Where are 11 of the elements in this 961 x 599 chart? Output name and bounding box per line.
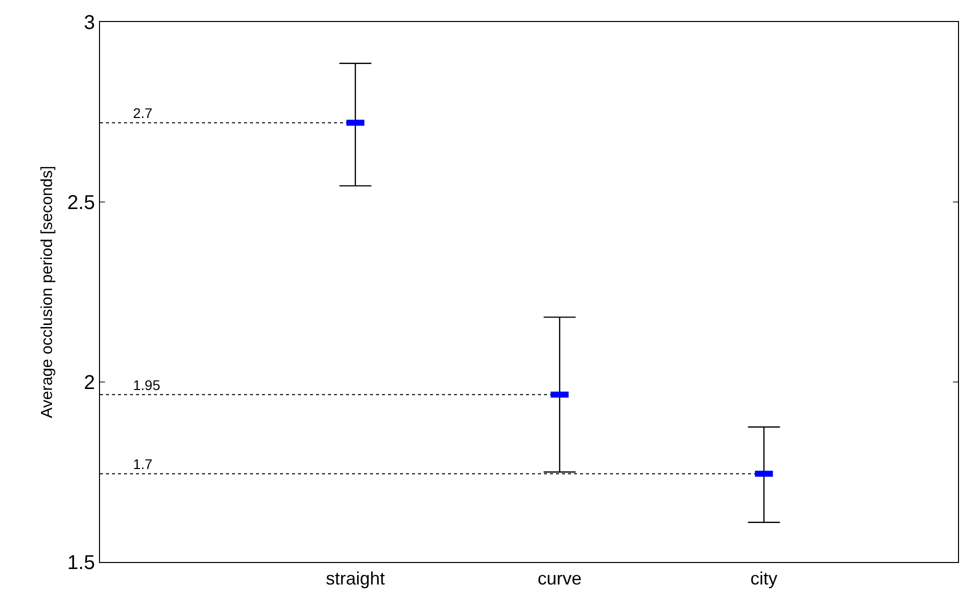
y-axis-title: Average occlusion period [seconds] — [39, 166, 56, 418]
y-tick-label: 2.5 — [67, 192, 95, 214]
y-tick-label: 2 — [84, 372, 95, 394]
x-tick-label: straight — [326, 568, 385, 589]
annotation: 1.95 — [133, 377, 160, 393]
x-tick-label: curve — [538, 568, 582, 589]
y-tick-label: 3 — [84, 12, 95, 34]
annotation: 2.7 — [133, 105, 153, 121]
x-tick-label: city — [750, 568, 778, 589]
y-tick-label: 1.5 — [67, 552, 95, 574]
annotation: 1.7 — [133, 456, 153, 472]
